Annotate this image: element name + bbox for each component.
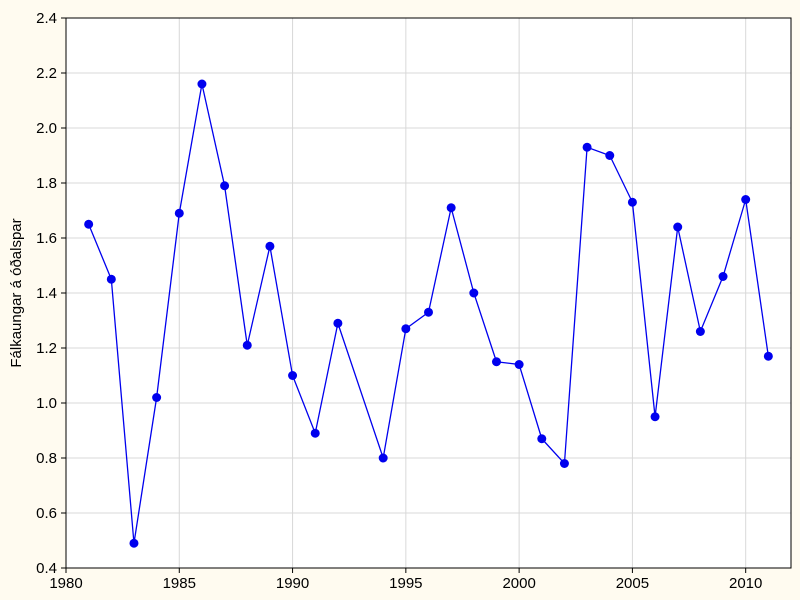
data-point	[763, 351, 773, 361]
x-axis: 1980 1985 1990 1995 2000 2005 2010	[49, 568, 762, 592]
y-tick-label: 0.6	[36, 505, 57, 522]
x-tick-label: 2010	[729, 575, 762, 592]
data-point	[491, 357, 501, 367]
data-point	[310, 428, 320, 438]
data-point	[469, 288, 479, 298]
y-tick-label: 1.4	[36, 285, 57, 302]
y-tick-label: 0.8	[36, 450, 57, 467]
x-tick-label: 2000	[502, 575, 535, 592]
series-line	[88, 83, 769, 544]
y-tick-label: 1.2	[36, 340, 57, 357]
data-point	[424, 307, 433, 317]
x-tick-label: 1990	[276, 575, 309, 592]
x-tick-label: 1980	[49, 575, 82, 592]
data-point	[220, 181, 230, 191]
data-point	[446, 203, 456, 213]
data-point	[378, 453, 388, 463]
y-axis: 0.4 0.6 0.8 1.0 1.2 1.4 1.6 1.8 2.0 2.2 2.4	[36, 10, 66, 577]
data-point	[718, 272, 728, 281]
y-axis-label: Fálkaungar á óðalspar	[8, 218, 25, 367]
data-point	[265, 241, 275, 251]
data-point	[695, 327, 705, 336]
x-tick-label: 1995	[389, 575, 422, 592]
data-point	[537, 434, 547, 444]
data-point	[514, 360, 524, 369]
data-point	[129, 538, 139, 548]
y-tick-label: 0.4	[36, 560, 57, 577]
data-point	[242, 340, 252, 350]
y-tick-label: 1.0	[36, 395, 57, 412]
data-point	[174, 208, 184, 218]
data-point	[673, 222, 683, 232]
data-point	[152, 393, 162, 402]
data-point	[197, 79, 207, 89]
data-point	[333, 318, 343, 328]
data-point	[605, 151, 615, 160]
y-tick-label: 1.6	[36, 230, 57, 247]
data-point	[650, 412, 660, 422]
x-tick-label: 1985	[163, 575, 196, 592]
y-tick-label: 1.8	[36, 175, 57, 192]
data-point	[582, 142, 592, 152]
data-point	[627, 197, 637, 207]
x-tick-label: 2005	[616, 575, 649, 592]
data-point	[84, 219, 94, 229]
data-point	[401, 324, 411, 334]
y-tick-label: 2.4	[36, 10, 57, 27]
series-1	[84, 79, 773, 548]
data-point	[559, 459, 569, 468]
data-point	[741, 195, 751, 204]
data-point	[288, 371, 298, 380]
y-tick-label: 2.2	[36, 65, 57, 82]
y-tick-label: 2.0	[36, 120, 57, 137]
data-point	[106, 274, 116, 284]
